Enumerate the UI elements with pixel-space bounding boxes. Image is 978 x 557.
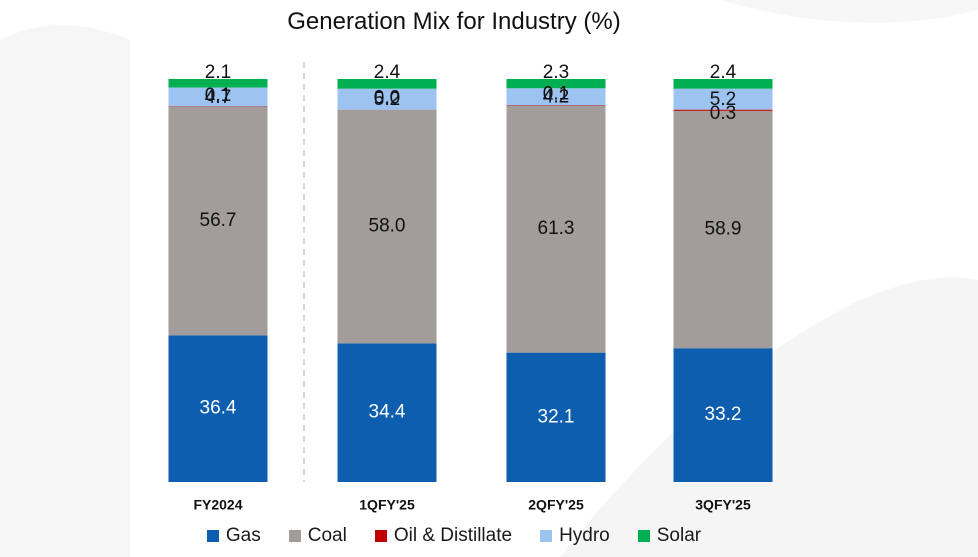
legend-label: Gas [225, 525, 261, 546]
data-label-oil-distillate: 0.1 [205, 85, 231, 106]
bar-segment-solar [673, 79, 773, 89]
data-label-gas: 36.4 [200, 398, 237, 419]
legend-swatch [374, 530, 387, 542]
bar-segment-solar [337, 79, 437, 89]
bar-segment-coal [168, 106, 268, 336]
data-label-gas: 34.4 [369, 402, 406, 423]
data-label-hydro: 5.2 [710, 89, 736, 110]
data-label-gas: 32.1 [538, 406, 575, 427]
bar-segment-oil-distillate [673, 109, 773, 111]
data-label-oil-distillate: 0.1 [543, 84, 569, 105]
x-tick-label: 3QFY'25 [695, 497, 751, 513]
chart-title: Generation Mix for Industry (%) [287, 8, 621, 35]
legend-label: Solar [656, 525, 702, 546]
data-label-coal: 56.7 [200, 210, 237, 231]
legend-item-oil-distillate: Oil & Distillate [374, 525, 513, 547]
data-label-oil-distillate: 0.3 [710, 103, 736, 124]
legend-item-coal: Coal [288, 525, 347, 547]
x-tick-label: 1QFY'25 [359, 497, 415, 513]
legend-swatch [206, 530, 219, 542]
data-label-gas: 33.2 [705, 404, 742, 425]
legend-item-gas: Gas [206, 525, 261, 547]
bar-segment-gas [168, 335, 268, 482]
legend-swatch [637, 530, 650, 542]
data-label-hydro: 5.2 [374, 89, 400, 110]
bar-segment-coal [506, 105, 606, 353]
legend-swatch [540, 530, 553, 542]
data-label-solar: 2.4 [710, 62, 737, 83]
legend-label: Hydro [559, 525, 610, 546]
bar-segment-coal [673, 110, 773, 349]
data-label-solar: 2.4 [374, 62, 401, 83]
data-label-hydro: 4.7 [205, 87, 231, 108]
data-label-coal: 61.3 [538, 218, 575, 239]
data-label-hydro: 4.2 [543, 87, 569, 108]
bar-segment-gas [673, 348, 773, 482]
data-label-solar: 2.3 [543, 62, 569, 83]
data-label-coal: 58.9 [705, 219, 742, 240]
bar-segment-gas [337, 343, 437, 482]
x-tick-label: FY2024 [193, 497, 242, 513]
bar-segment-solar [506, 79, 606, 89]
bar-segment-hydro [673, 88, 773, 110]
bar-segment-hydro [506, 88, 606, 106]
bar-segment-gas [506, 352, 606, 482]
legend-item-hydro: Hydro [540, 525, 610, 547]
data-label-solar: 2.1 [205, 62, 231, 83]
legend-swatch [288, 530, 301, 542]
legend-item-solar: Solar [637, 525, 702, 547]
legend-label: Oil & Distillate [393, 525, 513, 546]
legend: Gas Coal Oil & Distillate Hydro Solar [0, 525, 908, 547]
x-tick-label: 2QFY'25 [528, 497, 584, 513]
bar-segment-coal [337, 109, 437, 344]
data-label-oil-distillate: 0.0 [374, 88, 400, 109]
bar-segment-solar [168, 79, 268, 88]
bar-segment-hydro [337, 88, 437, 110]
bar-segment-hydro [168, 87, 268, 107]
legend-label: Coal [307, 525, 347, 546]
data-label-coal: 58.0 [369, 216, 406, 237]
